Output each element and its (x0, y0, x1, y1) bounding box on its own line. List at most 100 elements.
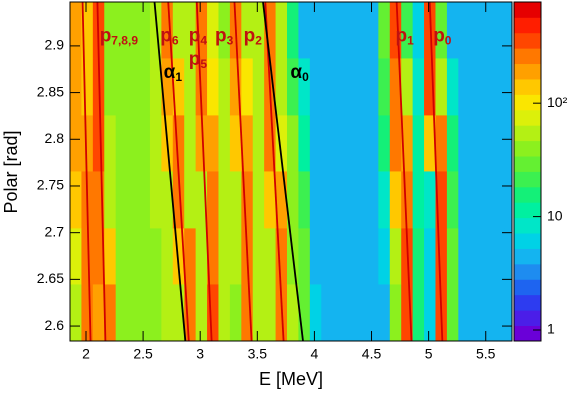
heatmap-cell (275, 2, 288, 59)
heatmap-cell (435, 115, 448, 172)
x-axis-title: E [MeV] (259, 369, 323, 389)
heatmap-cell (435, 58, 448, 116)
heatmap-cell (149, 58, 162, 116)
heatmap-cell (229, 58, 242, 116)
heatmap-cell (184, 58, 197, 116)
colorbar-step (514, 125, 541, 142)
annotation-sub: 6 (172, 34, 179, 48)
heatmap-cell (298, 2, 311, 59)
heatmap-cell (321, 284, 334, 342)
heatmap-cell (172, 228, 185, 285)
heatmap-cell (229, 115, 242, 172)
heatmap-cell (332, 115, 345, 172)
heatmap-cell (218, 115, 231, 172)
heatmap-cell (149, 284, 162, 342)
heatmap-cell (161, 228, 174, 285)
heatmap-cell (287, 58, 299, 116)
curve (262, 1, 304, 342)
annotation-text: p (396, 26, 408, 47)
heatmap-cell (469, 58, 482, 116)
heatmap-cell (355, 58, 368, 116)
colorbar-tick-label: 10 (547, 207, 563, 223)
heatmap-cell (172, 171, 185, 229)
x-tick-label: 4 (311, 346, 319, 362)
heatmap-cell (298, 58, 311, 116)
heatmap-cell (309, 284, 322, 342)
colorbar-step (514, 79, 541, 95)
annotation-text: α (164, 62, 176, 83)
heatmap-cell (492, 2, 505, 59)
annotation: α1 (164, 62, 183, 84)
heatmap-cell (401, 171, 414, 229)
heatmap-cell (309, 58, 322, 116)
y-tick-label: 2.75 (37, 177, 64, 193)
heatmap-cell (161, 58, 174, 116)
curve (428, 1, 444, 342)
colorbar-step (514, 202, 541, 219)
heatmap-cell (115, 284, 128, 342)
heatmap-cell (401, 2, 414, 59)
heatmap-cell (218, 2, 231, 59)
heatmap-cell (195, 2, 208, 59)
heatmap-cell (504, 2, 513, 59)
heatmap-cell (332, 228, 345, 285)
heatmap-cell (332, 284, 345, 342)
annotation: p4 (189, 26, 208, 48)
x-tick-label: 2.5 (133, 346, 153, 362)
heatmap-cell (321, 58, 334, 116)
colorbar-step (514, 156, 541, 172)
colorbar-step (514, 63, 541, 80)
heatmap-cell (298, 228, 311, 285)
heatmap-cell (81, 228, 94, 285)
heatmap-cell (321, 115, 334, 172)
heatmap-cell (344, 58, 356, 116)
heatmap-cell (309, 171, 322, 229)
heatmap-cell (127, 228, 139, 285)
heatmap-cell (70, 58, 82, 116)
annotation-text: p (100, 26, 112, 47)
colorbar-tick-label: 1 (547, 321, 555, 337)
heatmap-cell (298, 284, 311, 342)
heatmap-cell (81, 2, 94, 59)
heatmap-cell (195, 171, 208, 229)
heatmap-cell (70, 115, 82, 172)
heatmap-cell (70, 2, 82, 59)
heatmap-cell (504, 171, 513, 229)
colorbar-tick-label: 10² (547, 94, 568, 110)
heatmap-cell (332, 58, 345, 116)
annotation-text: p (189, 49, 201, 70)
heatmap-cell (378, 171, 391, 229)
heatmap-cell (172, 58, 185, 116)
heatmap-cell (344, 284, 356, 342)
heatmap-cell (115, 115, 128, 172)
y-tick-label: 2.65 (37, 270, 64, 286)
heatmap-cell (332, 2, 345, 59)
heatmap-cell (241, 115, 254, 172)
heatmap-cell (309, 2, 322, 59)
y-tick-label: 2.9 (45, 37, 65, 53)
heatmap-cell (70, 228, 82, 285)
x-tick-label: 2 (82, 346, 90, 362)
heatmap-cell (252, 171, 265, 229)
heatmap-cell (504, 228, 513, 285)
heatmap-cell (104, 115, 117, 172)
annotation-sub: 7,8,9 (111, 34, 138, 48)
heatmap-cell (458, 228, 471, 285)
heatmap-cell (492, 284, 505, 342)
heatmap-cell (115, 58, 128, 116)
curve (264, 1, 285, 342)
heatmap-cell (492, 115, 505, 172)
heatmap-cell (378, 58, 391, 116)
heatmap-cell (435, 171, 448, 229)
heatmap-cell (389, 284, 402, 342)
annotation-sub: 1 (407, 34, 414, 48)
heatmap-cell (207, 115, 219, 172)
heatmap-cell (252, 284, 265, 342)
heatmap-cell (344, 115, 356, 172)
heatmap-cell (275, 171, 288, 229)
heatmap-cell (104, 284, 117, 342)
heatmap-cell (366, 2, 379, 59)
y-tick-label: 2.8 (45, 130, 65, 146)
heatmap-cell (481, 228, 493, 285)
heatmap-cell (138, 171, 151, 229)
